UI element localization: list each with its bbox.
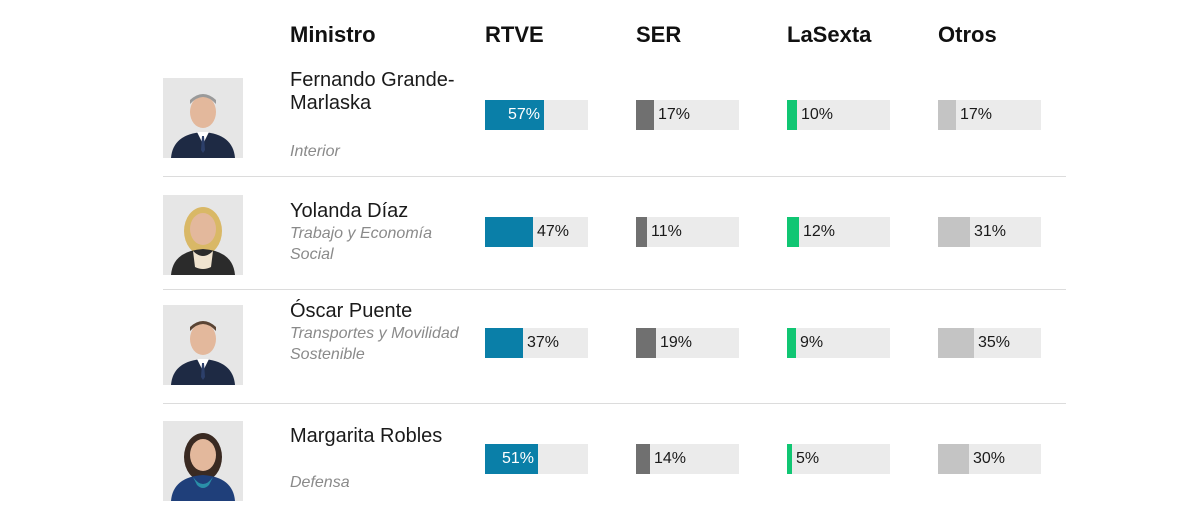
bar-value-label: 5% bbox=[796, 450, 820, 467]
table-header: Ministro RTVE SER LaSexta Otros bbox=[0, 22, 1200, 52]
bar-lasexta-fernando-grande-marlaska: 10% bbox=[787, 100, 890, 130]
bar-fill-ser bbox=[636, 328, 656, 358]
bar-value-label: 47% bbox=[537, 223, 570, 240]
column-header-lasexta: LaSexta bbox=[787, 22, 872, 47]
minister-department: Interior bbox=[290, 143, 340, 160]
bar-fill-otros bbox=[938, 444, 969, 474]
bar-value-label: 35% bbox=[978, 334, 1011, 351]
bar-fill-rtve bbox=[485, 444, 538, 474]
bar-ser-margarita-robles: 14% bbox=[636, 444, 739, 474]
bar-rtve-fernando-grande-marlaska: 57% bbox=[485, 100, 588, 130]
bar-rtve-margarita-robles: 51% bbox=[485, 444, 588, 474]
bar-value-label: 11% bbox=[651, 223, 682, 240]
minister-photo-oscar-puente bbox=[163, 305, 243, 385]
bar-value-label: 51% bbox=[501, 450, 534, 467]
bar-lasexta-margarita-robles: 5% bbox=[787, 444, 890, 474]
bar-otros-oscar-puente: 35% bbox=[938, 328, 1041, 358]
column-header-ser: SER bbox=[636, 22, 682, 47]
column-header-otros: Otros bbox=[938, 22, 997, 47]
bar-value-label: 17% bbox=[960, 106, 993, 123]
bar-ser-yolanda-diaz: 11% bbox=[636, 217, 739, 247]
bar-fill-rtve bbox=[485, 328, 523, 358]
bar-value-label: 19% bbox=[660, 334, 693, 351]
bar-value-label: 30% bbox=[973, 450, 1006, 467]
bar-fill-otros bbox=[938, 217, 970, 247]
bar-ser-fernando-grande-marlaska: 17% bbox=[636, 100, 739, 130]
woman-portrait-icon bbox=[163, 195, 243, 275]
minister-department: Transportes y Movilidad Sostenible bbox=[290, 325, 459, 363]
column-header-rtve: RTVE bbox=[485, 22, 544, 47]
bar-lasexta-yolanda-diaz: 12% bbox=[787, 217, 890, 247]
minister-department: Defensa bbox=[290, 474, 350, 491]
bar-fill-otros bbox=[938, 328, 974, 358]
bar-fill-ser bbox=[636, 100, 654, 130]
row-divider bbox=[163, 176, 1066, 177]
bar-fill-rtve bbox=[485, 217, 533, 247]
bar-fill-ser bbox=[636, 217, 647, 247]
bar-value-label: 10% bbox=[801, 106, 834, 123]
bar-fill-lasexta bbox=[787, 217, 799, 247]
bar-otros-fernando-grande-marlaska: 17% bbox=[938, 100, 1041, 130]
man-portrait-icon bbox=[163, 78, 243, 158]
minister-department: Trabajo y Economía Social bbox=[290, 225, 432, 263]
minister-name: Margarita Robles bbox=[290, 425, 443, 447]
bar-value-label: 31% bbox=[974, 223, 1007, 240]
column-header-ministro: Ministro bbox=[290, 22, 376, 47]
bar-fill-lasexta bbox=[787, 328, 796, 358]
bar-fill-otros bbox=[938, 100, 956, 130]
row-divider bbox=[163, 403, 1066, 404]
bar-fill-lasexta bbox=[787, 444, 792, 474]
minister-name: Yolanda Díaz bbox=[290, 200, 409, 222]
row-divider bbox=[163, 289, 1066, 290]
bar-fill-lasexta bbox=[787, 100, 797, 130]
woman-portrait-icon bbox=[163, 421, 243, 501]
bar-value-label: 12% bbox=[803, 223, 836, 240]
minister-photo-yolanda-diaz bbox=[163, 195, 243, 275]
bar-rtve-yolanda-diaz: 47% bbox=[485, 217, 588, 247]
bar-value-label: 17% bbox=[658, 106, 691, 123]
bar-value-label: 37% bbox=[527, 334, 560, 351]
minister-name: Óscar Puente bbox=[290, 300, 413, 322]
bar-value-label: 9% bbox=[800, 334, 824, 351]
bar-otros-yolanda-diaz: 31% bbox=[938, 217, 1041, 247]
bar-ser-oscar-puente: 19% bbox=[636, 328, 739, 358]
minister-photo-margarita-robles bbox=[163, 421, 243, 501]
bar-value-label: 57% bbox=[507, 106, 540, 123]
bar-rtve-oscar-puente: 37% bbox=[485, 328, 588, 358]
man-portrait-icon bbox=[163, 305, 243, 385]
bar-otros-margarita-robles: 30% bbox=[938, 444, 1041, 474]
bar-fill-ser bbox=[636, 444, 650, 474]
minister-name: Fernando Grande-Marlaska bbox=[290, 69, 455, 114]
bar-fill-rtve bbox=[485, 100, 544, 130]
bar-lasexta-oscar-puente: 9% bbox=[787, 328, 890, 358]
bar-value-label: 14% bbox=[654, 450, 687, 467]
minister-photo-fernando-grande-marlaska bbox=[163, 78, 243, 158]
